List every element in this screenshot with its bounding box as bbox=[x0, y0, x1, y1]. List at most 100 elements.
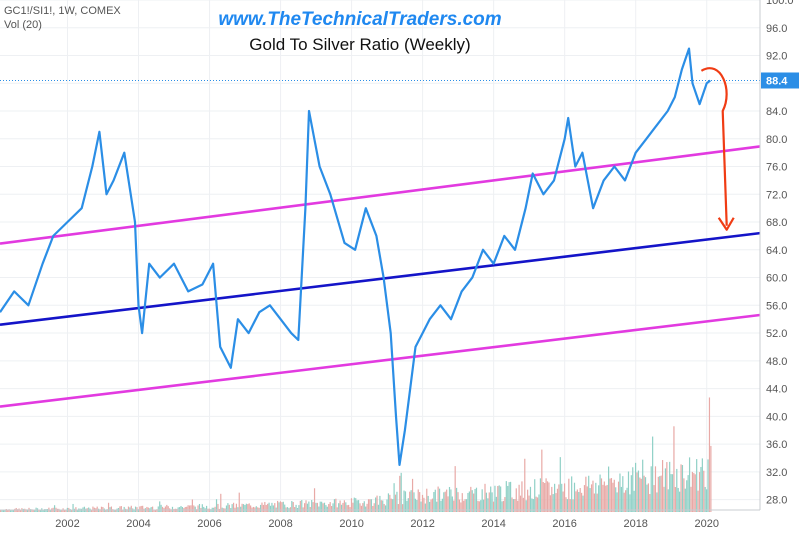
volume-bar bbox=[654, 466, 657, 512]
volume-bar bbox=[633, 490, 635, 512]
volume-bar bbox=[698, 472, 701, 512]
volume-bar bbox=[562, 491, 564, 512]
volume-bar bbox=[554, 483, 556, 512]
volume-bar bbox=[464, 499, 466, 512]
y-tick-label: 100.0 bbox=[766, 0, 794, 7]
volume-bar bbox=[110, 506, 113, 512]
arrow-head bbox=[717, 217, 735, 231]
volume-bar bbox=[164, 506, 166, 512]
y-tick-label: 56.0 bbox=[766, 300, 787, 312]
volume-bar bbox=[676, 468, 678, 512]
volume-bar bbox=[335, 498, 337, 512]
volume-bar bbox=[389, 494, 391, 512]
volume-bar bbox=[623, 492, 625, 512]
volume-bar bbox=[463, 500, 465, 512]
volume-bar bbox=[328, 504, 330, 512]
volume-bar bbox=[539, 478, 542, 512]
volume-bar bbox=[582, 495, 584, 512]
volume-bar bbox=[536, 497, 539, 512]
volume-bar bbox=[339, 500, 341, 512]
volume-bar bbox=[566, 499, 569, 512]
volume-bar bbox=[652, 436, 654, 512]
volume-bar bbox=[190, 505, 192, 512]
volume-bar bbox=[576, 489, 578, 512]
volume-bar bbox=[451, 496, 453, 512]
volume-bar bbox=[390, 498, 392, 512]
volume-bar bbox=[366, 503, 368, 512]
volume-bar bbox=[514, 499, 516, 512]
volume-bar bbox=[647, 483, 649, 512]
volume-bar bbox=[346, 505, 348, 512]
volume-bar bbox=[410, 490, 412, 512]
x-tick-label: 2006 bbox=[197, 518, 221, 530]
x-tick-label: 2004 bbox=[126, 518, 150, 530]
trend-channels bbox=[0, 145, 761, 408]
volume-bar bbox=[481, 489, 483, 512]
volume-bar bbox=[394, 494, 397, 512]
volume-bar bbox=[372, 505, 374, 512]
volume-bar bbox=[448, 486, 451, 512]
volume-bar bbox=[305, 500, 307, 512]
volume-bar bbox=[511, 497, 513, 512]
volume-bar bbox=[225, 505, 228, 512]
volume-bar bbox=[419, 492, 421, 512]
volume-bar bbox=[563, 483, 566, 512]
volume-bar bbox=[456, 487, 458, 512]
volume-bar bbox=[498, 485, 500, 512]
volume-bar bbox=[609, 478, 611, 512]
volume-bar bbox=[497, 486, 499, 512]
volume-bar bbox=[420, 501, 422, 512]
volume-bar bbox=[671, 474, 674, 512]
volume-bar bbox=[49, 509, 51, 512]
volume-bar bbox=[137, 509, 139, 512]
volume-bar bbox=[416, 500, 418, 512]
volume-bar bbox=[593, 493, 595, 512]
volume-bar bbox=[214, 506, 216, 512]
volume-bar bbox=[264, 501, 266, 512]
volume-bar bbox=[356, 500, 358, 512]
mid-channel-line bbox=[0, 231, 761, 327]
x-tick-label: 2020 bbox=[694, 518, 718, 530]
volume-bar bbox=[541, 449, 543, 512]
volume-bar bbox=[605, 485, 607, 512]
volume-bar bbox=[595, 482, 597, 512]
volume-bar bbox=[240, 506, 242, 512]
volume-bar bbox=[447, 496, 449, 512]
volume-bar bbox=[329, 502, 331, 512]
volume-bar bbox=[242, 504, 245, 512]
volume-bar bbox=[284, 504, 286, 512]
volume-bar bbox=[617, 481, 620, 512]
volume-bar bbox=[386, 499, 388, 512]
volume-bar bbox=[26, 509, 29, 512]
volume-bar bbox=[248, 503, 250, 512]
volume-bar bbox=[399, 475, 401, 512]
volume-bar bbox=[438, 488, 441, 512]
volume-bar bbox=[690, 486, 692, 512]
volume-bar bbox=[619, 473, 621, 512]
volume-bar bbox=[34, 509, 36, 512]
symbol-label: GC1!/SI1!, 1W, COMEX bbox=[4, 5, 121, 17]
upper-channel-line bbox=[0, 145, 761, 245]
volume-bar bbox=[323, 502, 326, 512]
volume-bar bbox=[295, 504, 297, 512]
volume-bar bbox=[590, 484, 593, 512]
volume-bar bbox=[417, 489, 419, 512]
current-price-tag bbox=[761, 72, 799, 89]
volume-bar bbox=[134, 506, 137, 512]
volume-bar bbox=[610, 478, 613, 512]
volume-bar bbox=[592, 480, 594, 512]
volume-bar bbox=[681, 465, 684, 512]
volume-bar bbox=[434, 489, 436, 512]
volume-bar bbox=[512, 499, 515, 512]
volume-bar bbox=[272, 505, 274, 512]
volume-bar bbox=[7, 510, 9, 512]
volume-bar bbox=[153, 509, 155, 512]
y-tick-label: 84.0 bbox=[766, 106, 787, 118]
volume-bar bbox=[505, 481, 507, 512]
volume-bar bbox=[710, 445, 712, 512]
volume-bar bbox=[105, 509, 107, 512]
volume-bar bbox=[461, 493, 463, 512]
volume-bar bbox=[279, 501, 282, 512]
volume-bar bbox=[603, 481, 605, 512]
volume-bar bbox=[4, 509, 6, 512]
